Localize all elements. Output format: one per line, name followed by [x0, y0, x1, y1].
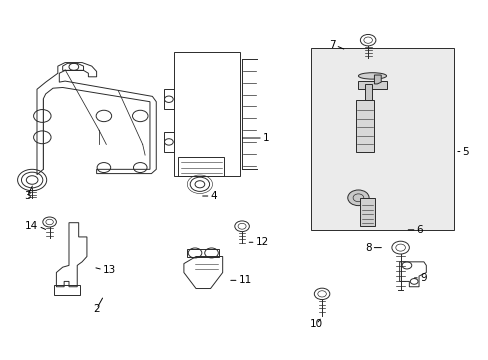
Bar — [364, 84, 371, 100]
Text: 6: 6 — [416, 225, 423, 235]
Text: 9: 9 — [419, 273, 426, 283]
Text: 11: 11 — [238, 275, 251, 285]
Bar — [163, 132, 174, 152]
Text: 14: 14 — [25, 221, 39, 231]
Text: 10: 10 — [309, 319, 322, 329]
Text: 2: 2 — [93, 304, 100, 314]
Bar — [163, 89, 174, 109]
Bar — [360, 198, 374, 226]
Text: 1: 1 — [263, 133, 269, 143]
Text: 7: 7 — [328, 40, 335, 50]
Text: 12: 12 — [255, 237, 268, 247]
Circle shape — [347, 190, 368, 206]
Text: 8: 8 — [364, 243, 371, 253]
Bar — [178, 157, 224, 176]
Text: 4: 4 — [210, 191, 217, 201]
Polygon shape — [374, 75, 381, 84]
Bar — [54, 285, 80, 294]
Bar — [174, 52, 239, 176]
Bar — [358, 81, 386, 89]
Text: 13: 13 — [102, 265, 116, 275]
Text: 5: 5 — [462, 147, 468, 157]
Text: 3: 3 — [24, 191, 31, 201]
Bar — [355, 100, 374, 152]
Ellipse shape — [358, 73, 386, 79]
Bar — [311, 48, 453, 230]
